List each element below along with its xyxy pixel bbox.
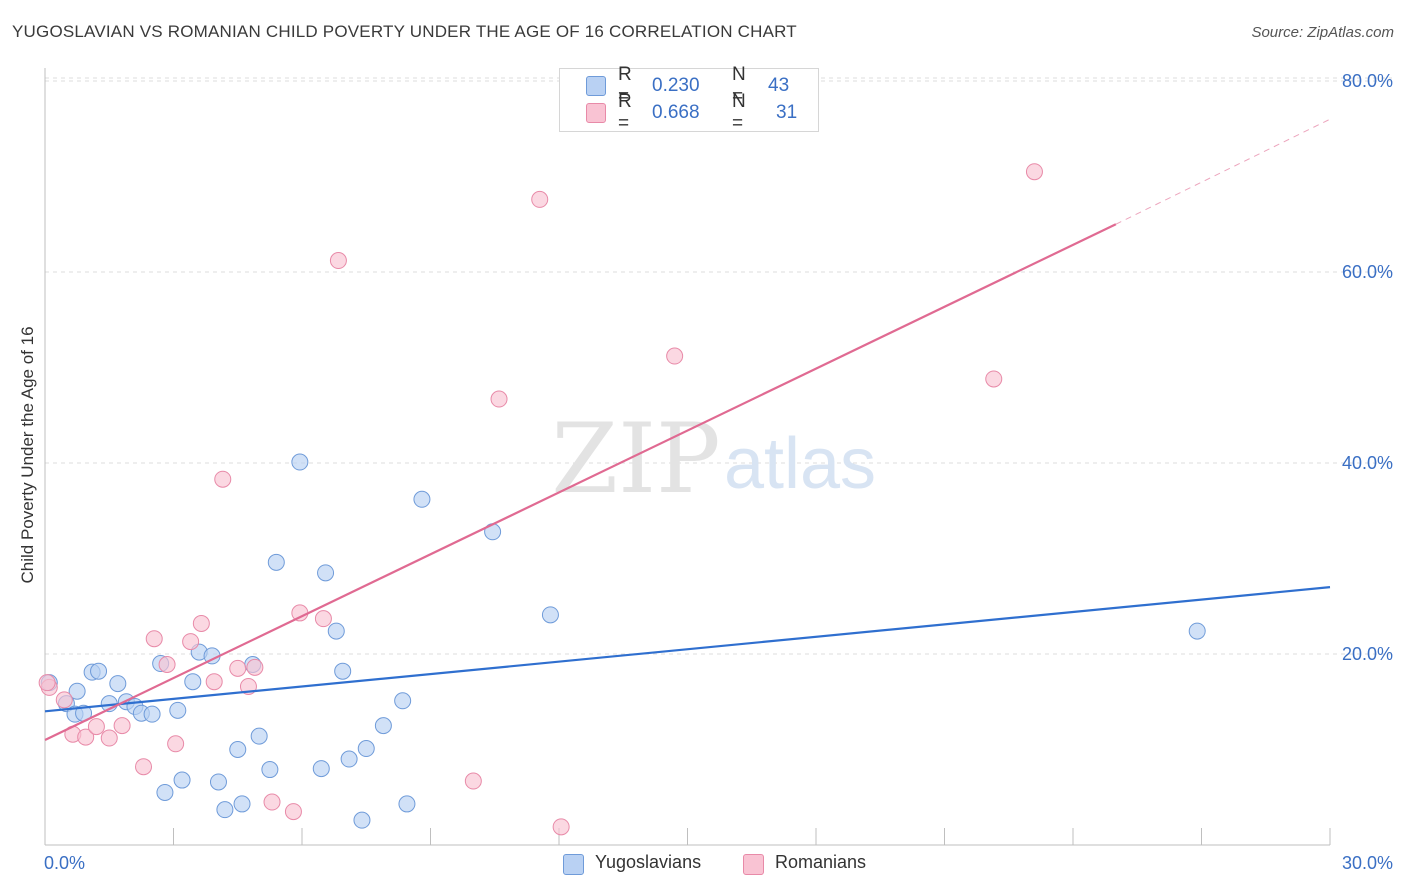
romanian-point xyxy=(167,735,185,753)
yugoslavian-point xyxy=(327,622,345,640)
yugoslavian-point xyxy=(334,662,352,680)
yugoslavian-point xyxy=(229,741,247,758)
romanian-point xyxy=(246,658,264,676)
legend-r-label: R = xyxy=(618,64,632,107)
bottom-legend-swatch-yugoslavians xyxy=(563,854,584,875)
romanian-point xyxy=(291,604,309,622)
romanian-point xyxy=(55,691,73,709)
romanian-trendline xyxy=(44,223,1117,741)
watermark-atlas: atlas xyxy=(724,424,876,504)
bottom-legend-swatch-romanians xyxy=(743,854,764,875)
yugoslavian-point xyxy=(216,801,234,819)
romanian-point xyxy=(985,370,1003,388)
romanian-point xyxy=(145,630,163,648)
romanian-point xyxy=(490,390,508,408)
romanian-point xyxy=(135,758,153,776)
romanian-point xyxy=(531,190,549,208)
y-tick-label: 40.0% xyxy=(1342,453,1393,473)
romanian-point xyxy=(77,728,95,746)
yugoslavian-point xyxy=(267,553,285,571)
yugoslavian-point xyxy=(209,773,227,791)
bottom-legend-label-yugoslavians: Yugoslavians xyxy=(595,852,702,872)
yugoslavian-point xyxy=(143,705,161,723)
romanian-trendline-extension xyxy=(1115,118,1331,225)
yugoslavian-point xyxy=(413,490,431,508)
romanian-point xyxy=(464,772,482,790)
romanian-point xyxy=(666,347,684,365)
yugoslavian-point xyxy=(1188,622,1206,640)
romanian-point xyxy=(87,718,105,736)
romanian-point xyxy=(214,470,232,488)
yugoslavian-point xyxy=(374,717,392,735)
y-tick-label: 80.0% xyxy=(1342,71,1393,91)
romanian-point xyxy=(205,673,223,691)
legend-swatch-romanians xyxy=(586,103,606,123)
yugoslavian-trendline xyxy=(44,586,1331,713)
legend-r-value: 0.668 xyxy=(652,102,700,123)
yugoslavian-point xyxy=(394,692,412,710)
legend-r-value: 0.230 xyxy=(652,75,700,96)
yugoslavian-point xyxy=(291,453,309,471)
romanian-point xyxy=(263,793,281,811)
yugoslavian-point xyxy=(541,606,559,624)
romanian-point xyxy=(229,659,247,677)
legend-n-label: N = xyxy=(732,64,746,107)
legend-r-label: R = xyxy=(618,91,632,134)
yugoslavian-point xyxy=(109,675,127,693)
romanian-point xyxy=(192,614,210,632)
romanian-point xyxy=(113,717,131,735)
x-tick-label: 30.0% xyxy=(1342,853,1393,873)
yugoslavian-point xyxy=(357,740,375,758)
y-tick-label: 60.0% xyxy=(1342,262,1393,282)
yugoslavian-point xyxy=(340,750,358,768)
legend-n-value: 43 xyxy=(768,75,790,96)
yugoslavian-point xyxy=(233,795,251,813)
yugoslavian-point xyxy=(184,673,202,691)
romanian-point xyxy=(182,633,200,651)
source-credit: Source: ZipAtlas.com xyxy=(1251,24,1394,41)
romanian-point xyxy=(314,610,332,628)
yugoslavian-point xyxy=(90,662,108,680)
x-tick-label: 0.0% xyxy=(44,853,85,873)
yugoslavian-point xyxy=(317,564,335,582)
legend-swatch-yugoslavians xyxy=(586,76,606,96)
yugoslavian-point xyxy=(250,727,268,745)
legend-n-label: N = xyxy=(732,91,746,134)
yugoslavian-point xyxy=(353,811,371,829)
romanian-point xyxy=(284,803,302,821)
yugoslavian-point xyxy=(68,682,86,700)
romanian-point xyxy=(158,656,176,674)
romanian-point xyxy=(38,674,56,692)
stats-legend: R = 0.230 N = 43 R = 0.668 N = 31 xyxy=(559,64,819,134)
yugoslavian-point xyxy=(173,771,191,789)
romanian-point xyxy=(329,252,347,270)
chart-title: YUGOSLAVIAN VS ROMANIAN CHILD POVERTY UN… xyxy=(12,22,797,41)
watermark-zip: ZIP xyxy=(551,403,720,515)
y-tick-label: 20.0% xyxy=(1342,644,1393,664)
romanian-point xyxy=(100,729,118,747)
romanian-point xyxy=(1025,163,1043,181)
yugoslavian-point xyxy=(398,795,416,813)
yugoslavian-point xyxy=(156,783,174,801)
yugoslavian-point xyxy=(261,761,279,779)
yugoslavian-point xyxy=(169,701,187,719)
bottom-legend-label-romanians: Romanians xyxy=(775,852,867,872)
legend-n-value: 31 xyxy=(776,102,798,123)
yugoslavian-point xyxy=(312,760,330,778)
romanian-point xyxy=(552,818,570,836)
